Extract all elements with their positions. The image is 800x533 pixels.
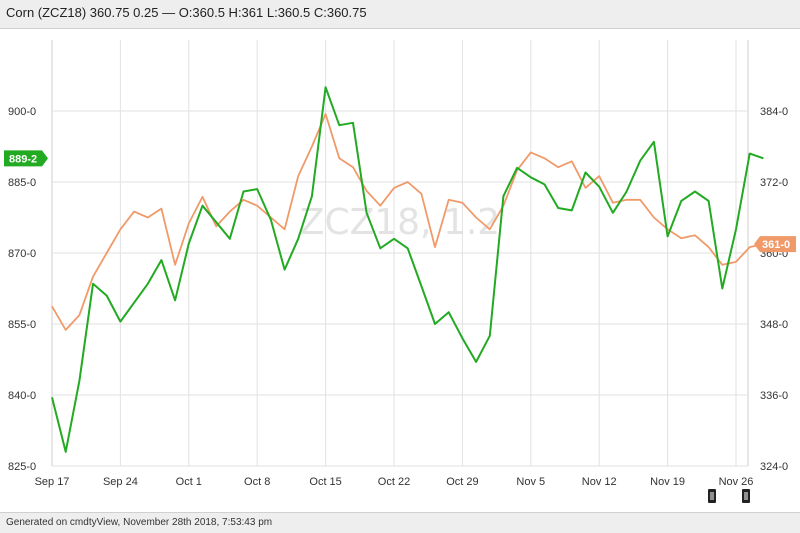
chart-last-value-tags: 889-2 361-0 — [4, 150, 796, 253]
price-chart[interactable]: ZCZ18, 1.2 825-0 840-0 855-0 870-0 885-0 900-… — [0, 28, 800, 512]
left-axis-tick-label: 885-0 — [8, 177, 36, 189]
last-value-tag-left — [4, 150, 48, 167]
x-axis-tick-label: Oct 15 — [309, 476, 341, 488]
left-axis-tick-label: 870-0 — [8, 248, 36, 260]
last-value-tag-right — [754, 236, 796, 253]
left-axis-tick-label: 900-0 — [8, 106, 36, 118]
x-axis-tick-label: Nov 26 — [719, 476, 754, 488]
left-axis-tick-label: 840-0 — [8, 390, 36, 402]
chart-series — [51, 86, 764, 453]
x-axis-tick-label: Sep 24 — [103, 476, 138, 488]
right-axis-tick-label: 348-0 — [760, 319, 788, 331]
quote-summary: Corn (ZCZ18) 360.75 0.25 — O:360.5 H:361… — [6, 5, 367, 20]
right-axis-tick-label: 372-0 — [760, 177, 788, 189]
chart-scroll-handles[interactable] — [708, 489, 750, 503]
range-start-handle[interactable] — [708, 489, 716, 503]
quote-header: Corn (ZCZ18) 360.75 0.25 — O:360.5 H:361… — [0, 0, 800, 29]
series-line-primary — [51, 86, 764, 453]
series-line-secondary — [51, 113, 764, 331]
right-axis-tick-label: 384-0 — [760, 106, 788, 118]
chart-grid — [51, 40, 749, 467]
range-end-handle[interactable] — [742, 489, 750, 503]
right-axis-tick-label: 324-0 — [760, 461, 788, 473]
x-axis-tick-label: Nov 19 — [650, 476, 685, 488]
x-axis-tick-label: Oct 22 — [378, 476, 410, 488]
x-axis-tick-label: Sep 17 — [35, 476, 70, 488]
chart-footer: Generated on cmdtyView, November 28th 20… — [0, 512, 800, 533]
last-value-label-right: 361-0 — [762, 239, 790, 251]
right-axis-tick-label: 336-0 — [760, 390, 788, 402]
generated-note: Generated on cmdtyView, November 28th 20… — [6, 517, 273, 528]
left-axis-tick-label: 855-0 — [8, 319, 36, 331]
chart-axes: 825-0 840-0 855-0 870-0 885-0 900-0 324-0 336-0… — [8, 106, 788, 488]
x-axis-tick-label: Oct 1 — [176, 476, 202, 488]
chart-watermark: ZCZ18, 1.2 — [300, 202, 500, 243]
x-axis-tick-label: Nov 12 — [582, 476, 617, 488]
x-axis-tick-label: Oct 29 — [446, 476, 478, 488]
x-axis-tick-label: Nov 5 — [516, 476, 545, 488]
x-axis-tick-label: Oct 8 — [244, 476, 270, 488]
left-axis-tick-label: 825-0 — [8, 461, 36, 473]
last-value-label-left: 889-2 — [9, 153, 37, 165]
